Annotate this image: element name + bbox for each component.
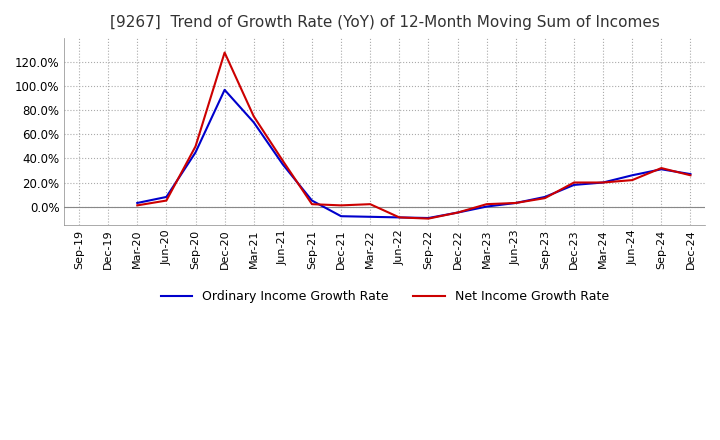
Net Income Growth Rate bbox=[279, 158, 287, 164]
Net Income Growth Rate bbox=[482, 202, 491, 207]
Net Income Growth Rate bbox=[366, 202, 374, 207]
Net Income Growth Rate bbox=[395, 215, 404, 220]
Net Income Growth Rate bbox=[162, 198, 171, 203]
Ordinary Income Growth Rate bbox=[279, 162, 287, 167]
Net Income Growth Rate bbox=[657, 165, 666, 171]
Net Income Growth Rate bbox=[570, 180, 578, 185]
Ordinary Income Growth Rate bbox=[570, 182, 578, 187]
Ordinary Income Growth Rate bbox=[220, 87, 229, 92]
Ordinary Income Growth Rate bbox=[599, 180, 608, 185]
Ordinary Income Growth Rate bbox=[511, 200, 520, 205]
Net Income Growth Rate bbox=[628, 177, 636, 183]
Ordinary Income Growth Rate bbox=[541, 194, 549, 200]
Ordinary Income Growth Rate bbox=[395, 215, 404, 220]
Ordinary Income Growth Rate bbox=[686, 172, 695, 177]
Net Income Growth Rate bbox=[686, 172, 695, 178]
Net Income Growth Rate bbox=[133, 203, 142, 208]
Net Income Growth Rate bbox=[453, 210, 462, 215]
Ordinary Income Growth Rate bbox=[424, 215, 433, 220]
Ordinary Income Growth Rate bbox=[192, 150, 200, 155]
Net Income Growth Rate bbox=[424, 216, 433, 221]
Ordinary Income Growth Rate bbox=[337, 213, 346, 219]
Ordinary Income Growth Rate bbox=[249, 120, 258, 125]
Ordinary Income Growth Rate bbox=[162, 194, 171, 200]
Ordinary Income Growth Rate bbox=[133, 200, 142, 205]
Ordinary Income Growth Rate bbox=[628, 172, 636, 178]
Line: Net Income Growth Rate: Net Income Growth Rate bbox=[138, 52, 690, 219]
Net Income Growth Rate bbox=[220, 50, 229, 55]
Ordinary Income Growth Rate bbox=[482, 204, 491, 209]
Net Income Growth Rate bbox=[511, 200, 520, 205]
Ordinary Income Growth Rate bbox=[657, 167, 666, 172]
Net Income Growth Rate bbox=[541, 195, 549, 201]
Ordinary Income Growth Rate bbox=[453, 210, 462, 215]
Title: [9267]  Trend of Growth Rate (YoY) of 12-Month Moving Sum of Incomes: [9267] Trend of Growth Rate (YoY) of 12-… bbox=[110, 15, 660, 30]
Net Income Growth Rate bbox=[307, 202, 316, 207]
Net Income Growth Rate bbox=[249, 114, 258, 119]
Net Income Growth Rate bbox=[337, 203, 346, 208]
Net Income Growth Rate bbox=[599, 180, 608, 185]
Line: Ordinary Income Growth Rate: Ordinary Income Growth Rate bbox=[138, 90, 690, 218]
Legend: Ordinary Income Growth Rate, Net Income Growth Rate: Ordinary Income Growth Rate, Net Income … bbox=[156, 285, 614, 308]
Ordinary Income Growth Rate bbox=[366, 214, 374, 220]
Net Income Growth Rate bbox=[192, 144, 200, 149]
Ordinary Income Growth Rate bbox=[307, 198, 316, 203]
